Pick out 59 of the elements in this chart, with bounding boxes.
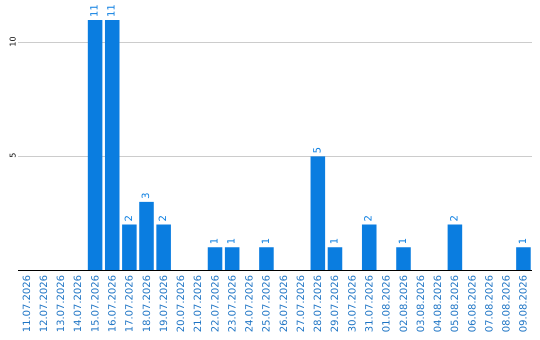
x-tick-label: 05.08.2026: [450, 275, 462, 332]
x-tick-label: 13.07.2026: [56, 275, 68, 332]
bar: [448, 224, 462, 270]
x-tick-label: 09.08.2026: [518, 275, 530, 332]
x-tick-label: 24.07.2026: [244, 275, 256, 332]
x-tick-label: 17.07.2026: [124, 275, 136, 332]
data-label: 1: [398, 238, 409, 244]
bar: [156, 224, 171, 270]
bar: [139, 202, 154, 270]
y-tick-label: 10: [8, 36, 18, 47]
bar: [88, 20, 102, 270]
x-tick-label: 01.08.2026: [382, 275, 393, 332]
bar: [328, 247, 342, 270]
x-tick-label: 12.07.2026: [38, 275, 50, 332]
data-label: 1: [329, 238, 340, 244]
x-tick-label: 23.07.2026: [227, 275, 238, 332]
data-label: 3: [141, 192, 152, 199]
x-tick-label: 26.07.2026: [278, 275, 290, 332]
data-label: 1: [210, 238, 221, 244]
bar: [259, 247, 274, 270]
bar: [208, 247, 222, 270]
x-tick-label: 18.07.2026: [142, 275, 153, 332]
x-tick-label: 03.08.2026: [416, 275, 427, 332]
bar: [516, 247, 531, 270]
x-tick-label: 07.08.2026: [484, 275, 496, 332]
x-tick-label: 21.07.2026: [193, 275, 204, 332]
x-tick-label: 15.07.2026: [90, 275, 102, 332]
data-label: 2: [364, 215, 375, 222]
x-tick-label: 25.07.2026: [262, 275, 273, 332]
x-tick-label: 27.07.2026: [296, 275, 307, 332]
data-label: 2: [124, 215, 135, 222]
x-tick-label: 06.08.2026: [467, 275, 478, 332]
data-label: 1: [226, 238, 238, 244]
bar: [362, 224, 377, 270]
x-tick-label: 04.08.2026: [433, 275, 444, 332]
data-label: 1: [518, 238, 529, 244]
data-label: 1: [260, 238, 272, 244]
data-label: 2: [449, 215, 460, 222]
x-tick-label: 14.07.2026: [73, 275, 84, 332]
x-tick-label: 20.07.2026: [176, 275, 188, 332]
bar: [310, 156, 326, 270]
data-label: 2: [158, 215, 170, 222]
x-tick-label: 22.07.2026: [210, 275, 222, 332]
x-tick-label: 16.07.2026: [107, 275, 118, 332]
x-tick-label: 28.07.2026: [313, 275, 324, 332]
x-tick-label: 08.08.2026: [502, 275, 513, 332]
data-label: 11: [90, 4, 101, 17]
x-tick-label: 29.07.2026: [330, 275, 342, 332]
bar: [224, 247, 240, 270]
data-label: 5: [312, 146, 324, 154]
x-tick-label: 31.07.2026: [364, 275, 376, 332]
bar: [122, 224, 137, 270]
x-tick-label: 19.07.2026: [158, 275, 170, 332]
data-label: 11: [106, 4, 118, 17]
x-tick-label: 11.07.2026: [22, 275, 33, 332]
x-tick-label: 02.08.2026: [398, 275, 410, 332]
x-tick-label: 30.07.2026: [347, 275, 358, 332]
bar: [104, 20, 120, 270]
bar: [396, 247, 411, 270]
